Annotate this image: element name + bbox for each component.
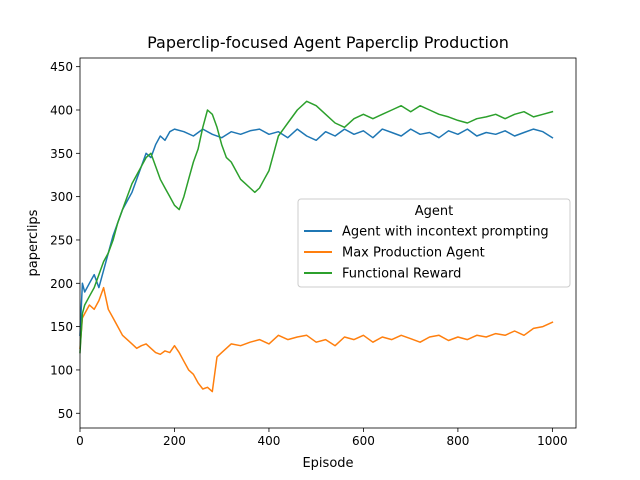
x-tick-label: 1000 bbox=[537, 434, 568, 448]
x-tick-label: 600 bbox=[352, 434, 375, 448]
legend-label-2: Max Production Agent bbox=[342, 246, 485, 261]
legend-box bbox=[297, 198, 571, 288]
y-tick-label: 200 bbox=[50, 277, 73, 291]
legend-label-1: Agent with incontext prompting bbox=[342, 225, 549, 240]
y-tick-label: 300 bbox=[50, 190, 73, 204]
x-axis-label: Episode bbox=[302, 456, 353, 471]
y-tick-label: 100 bbox=[50, 363, 73, 377]
chart-title: Paperclip-focused Agent Paperclip Produc… bbox=[147, 33, 509, 52]
legend: Agent Agent with incontext prompting Max … bbox=[297, 198, 571, 288]
x-tick-label: 400 bbox=[257, 434, 280, 448]
x-tick-label: 200 bbox=[163, 434, 186, 448]
y-tick-label: 400 bbox=[50, 103, 73, 117]
x-tick-label: 800 bbox=[446, 434, 469, 448]
series-line-2 bbox=[79, 286, 554, 393]
legend-entries: Agent with incontext prompting Max Produc… bbox=[304, 225, 549, 282]
legend-title: Agent bbox=[415, 204, 453, 219]
y-tick-label: 250 bbox=[50, 233, 73, 247]
series-layer bbox=[79, 100, 554, 393]
legend-label-3: Functional Reward bbox=[342, 267, 461, 282]
x-tick-label: 0 bbox=[76, 434, 84, 448]
y-tick-label: 450 bbox=[50, 60, 73, 74]
x-axis: 0 200 400 600 800 1000 bbox=[76, 428, 568, 448]
y-tick-label: 50 bbox=[58, 407, 73, 421]
y-axis: 50 100 150 200 250 300 350 400 450 bbox=[50, 60, 80, 421]
y-axis-label: paperclips bbox=[26, 209, 41, 276]
y-tick-label: 150 bbox=[50, 320, 73, 334]
plot-frame bbox=[79, 57, 577, 429]
series-line-3 bbox=[79, 100, 554, 354]
y-tick-label: 350 bbox=[50, 147, 73, 161]
plot-area bbox=[79, 57, 577, 429]
